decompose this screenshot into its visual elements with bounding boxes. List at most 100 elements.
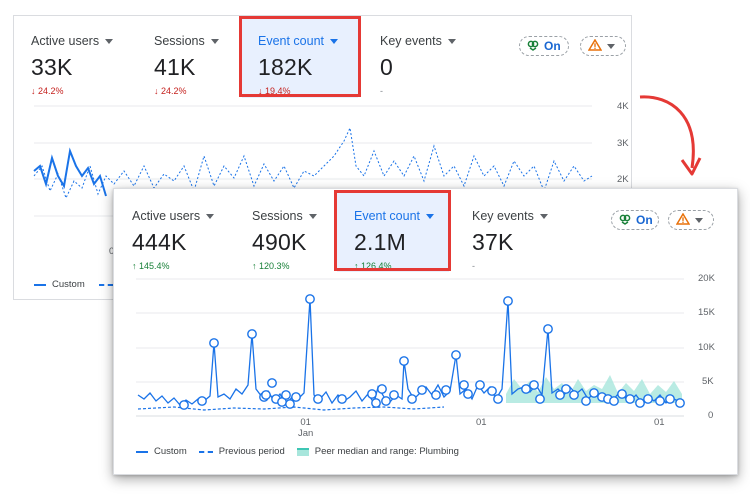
y-tick: 3K <box>617 138 629 149</box>
anomaly-marker[interactable] <box>543 324 553 334</box>
legend-peer-label: Peer median and range: Plumbing <box>314 446 459 457</box>
alert-menu-button[interactable] <box>668 210 714 230</box>
front-chart-plot <box>136 278 685 417</box>
metric-label: Event count <box>354 209 421 223</box>
toggle-label: On <box>544 39 561 53</box>
anomaly-marker[interactable] <box>399 356 409 366</box>
anomaly-marker[interactable] <box>503 296 513 306</box>
anomaly-marker[interactable] <box>643 394 653 404</box>
back-previous-series <box>33 126 593 200</box>
metric-event-count[interactable]: Event count 2.1M ↑ 126.4% <box>337 193 449 272</box>
anomaly-marker[interactable] <box>475 380 485 390</box>
anomaly-marker[interactable] <box>555 390 565 400</box>
metric-value: 0 <box>380 54 393 80</box>
anomaly-marker[interactable] <box>389 390 399 400</box>
anomaly-marker[interactable] <box>281 390 291 400</box>
legend-band-icon <box>296 447 309 456</box>
x-tick-month: Jan <box>298 428 314 439</box>
metric-event-count[interactable]: Event count 182K ↓ 19.4% <box>242 19 358 98</box>
legend-dashed-line-icon <box>98 283 113 286</box>
caret-down-icon <box>206 213 215 219</box>
caret-down-icon <box>607 43 615 49</box>
highlight-box-front <box>334 190 451 271</box>
metric-label: Event count <box>258 34 325 48</box>
anomaly-marker[interactable] <box>589 388 599 398</box>
x-tick: 01 Jan <box>298 417 313 439</box>
anomaly-marker[interactable] <box>451 350 461 360</box>
anomaly-marker[interactable] <box>459 380 469 390</box>
anomaly-marker[interactable] <box>337 394 347 404</box>
curved-arrow-icon <box>639 95 702 176</box>
anomaly-marker[interactable] <box>617 389 627 399</box>
metric-sessions[interactable]: Sessions 41K ↓ 24.2% <box>154 34 244 96</box>
front-legend: Custom Previous period Peer median and r… <box>136 446 459 457</box>
anomaly-marker[interactable] <box>407 394 417 404</box>
metric-delta: ↑ 120.3% <box>252 261 290 271</box>
previous-period-series <box>137 406 445 411</box>
anomaly-marker[interactable] <box>371 398 381 408</box>
anomaly-marker[interactable] <box>417 385 427 395</box>
metric-value: 37K <box>472 229 514 255</box>
toggle-label: On <box>636 213 653 227</box>
caret-down-icon <box>330 38 339 44</box>
anomaly-marker[interactable] <box>285 399 295 409</box>
anomaly-marker[interactable] <box>493 394 503 404</box>
anomaly-marker[interactable] <box>625 394 635 404</box>
anomaly-marker[interactable] <box>305 294 315 304</box>
anomaly-marker[interactable] <box>609 396 619 406</box>
metric-value: 33K <box>31 54 73 80</box>
anomaly-marker[interactable] <box>313 394 323 404</box>
legend-line-icon <box>34 283 46 286</box>
metric-label: Active users <box>31 34 100 48</box>
anomaly-marker[interactable] <box>179 400 189 410</box>
metric-key-events[interactable]: Key events 37K - <box>472 209 572 271</box>
anomaly-marker[interactable] <box>291 392 301 402</box>
insights-toggle[interactable]: On <box>611 210 659 230</box>
insights-toggle[interactable]: On <box>519 36 569 56</box>
x-tick: 0 <box>109 246 115 257</box>
x-tick: 01 <box>476 417 487 428</box>
x-tick-day: 01 <box>300 417 311 428</box>
anomaly-marker[interactable] <box>581 396 591 406</box>
metric-delta: - <box>380 86 383 96</box>
metric-delta: ↓ 24.2% <box>31 86 64 96</box>
anomaly-marker[interactable] <box>261 390 271 400</box>
alert-menu-button[interactable] <box>580 36 626 56</box>
metric-active-users[interactable]: Active users 444K ↑ 145.4% <box>132 209 232 271</box>
y-tick: 4K <box>617 101 629 112</box>
anomaly-marker[interactable] <box>441 385 451 395</box>
x-tick: 01 <box>654 417 665 428</box>
caret-down-icon <box>210 38 219 44</box>
warning-triangle-icon <box>587 38 603 54</box>
legend-previous-label: Previous period <box>218 446 285 457</box>
anomaly-marker[interactable] <box>535 394 545 404</box>
anomaly-marker[interactable] <box>247 329 257 339</box>
anomaly-marker[interactable] <box>487 386 497 396</box>
metric-delta: ↓ 19.4% <box>258 86 291 96</box>
anomaly-marker[interactable] <box>209 338 219 348</box>
anomaly-marker[interactable] <box>267 378 277 388</box>
anomaly-marker[interactable] <box>377 384 387 394</box>
anomaly-marker[interactable] <box>197 396 207 406</box>
anomaly-marker[interactable] <box>431 390 441 400</box>
anomaly-marker[interactable] <box>381 396 391 406</box>
highlight-box-back <box>239 16 361 97</box>
metric-delta: ↓ 24.2% <box>154 86 187 96</box>
caret-down-icon <box>308 213 317 219</box>
metric-delta: ↑ 126.4% <box>354 261 392 271</box>
anomaly-marker[interactable] <box>635 398 645 408</box>
anomaly-marker[interactable] <box>675 398 685 408</box>
anomaly-marker[interactable] <box>367 389 377 399</box>
anomaly-marker[interactable] <box>569 390 579 400</box>
anomaly-marker[interactable] <box>655 396 665 406</box>
metric-active-users[interactable]: Active users 33K ↓ 24.2% <box>31 34 126 96</box>
metric-sessions[interactable]: Sessions 490K ↑ 120.3% <box>252 209 352 271</box>
anomaly-marker[interactable] <box>665 394 675 404</box>
anomaly-marker[interactable] <box>561 384 571 394</box>
anomaly-marker[interactable] <box>529 380 539 390</box>
anomaly-marker[interactable] <box>521 384 531 394</box>
anomaly-marker[interactable] <box>463 389 473 399</box>
metric-key-events[interactable]: Key events 0 - <box>380 34 475 96</box>
y-tick: 20K <box>698 273 715 284</box>
y-tick: 10K <box>698 342 715 353</box>
